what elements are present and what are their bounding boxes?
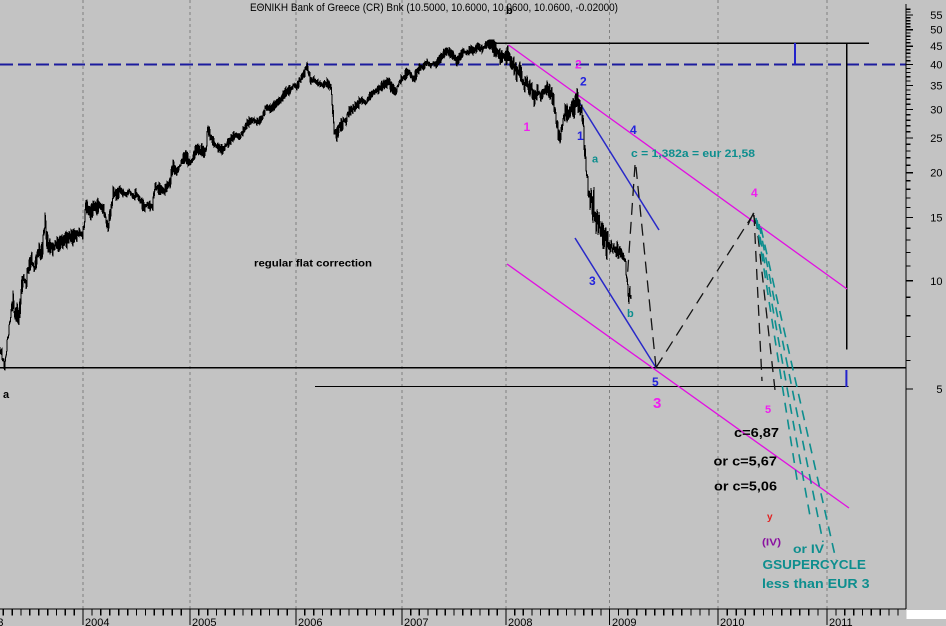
svg-text:2004: 2004 <box>85 617 109 626</box>
svg-text:GSUPERCYCLE: GSUPERCYCLE <box>763 557 867 572</box>
svg-text:or IV: or IV <box>793 542 824 556</box>
svg-text:30: 30 <box>930 104 942 116</box>
svg-text:4: 4 <box>751 186 758 200</box>
svg-text:20: 20 <box>930 168 942 180</box>
svg-text:40: 40 <box>930 60 942 72</box>
svg-text:2: 2 <box>575 58 582 72</box>
svg-text:or c=5,06: or c=5,06 <box>714 480 777 494</box>
svg-text:b: b <box>627 308 634 320</box>
svg-text:3: 3 <box>653 395 661 412</box>
svg-text:(IV): (IV) <box>762 537 781 549</box>
svg-text:10: 10 <box>930 276 942 288</box>
svg-text:45: 45 <box>930 41 942 53</box>
svg-text:50: 50 <box>930 25 942 37</box>
svg-text:1: 1 <box>524 120 531 134</box>
svg-text:2010: 2010 <box>720 617 744 626</box>
svg-text:2011: 2011 <box>829 617 853 626</box>
svg-text:a: a <box>3 389 10 401</box>
svg-text:regular flat correction: regular flat correction <box>254 258 372 270</box>
svg-text:c = 1,382a = eur 21,58: c = 1,382a = eur 21,58 <box>631 148 755 160</box>
svg-text:55: 55 <box>930 10 942 22</box>
svg-text:2009: 2009 <box>612 617 636 626</box>
svg-text:5: 5 <box>765 404 771 416</box>
svg-text:EΘNIKH Bank of Greece (CR) Bnk: EΘNIKH Bank of Greece (CR) Bnk (10.5000,… <box>250 2 618 14</box>
svg-text:2: 2 <box>580 75 587 89</box>
svg-text:4: 4 <box>630 123 637 137</box>
svg-text:b: b <box>506 5 513 17</box>
svg-text:2003: 2003 <box>0 617 3 626</box>
svg-text:2007: 2007 <box>404 617 428 626</box>
svg-text:2005: 2005 <box>192 617 216 626</box>
svg-text:5: 5 <box>936 384 942 396</box>
svg-text:5: 5 <box>652 375 659 389</box>
svg-text:less than EUR 3: less than EUR 3 <box>762 576 870 591</box>
svg-text:or c=5,67: or c=5,67 <box>714 455 778 469</box>
svg-text:y: y <box>767 512 773 523</box>
svg-text:1: 1 <box>577 129 584 143</box>
svg-text:c=6,87: c=6,87 <box>734 426 779 440</box>
svg-text:15: 15 <box>930 213 942 225</box>
svg-text:a: a <box>592 154 599 166</box>
svg-text:25: 25 <box>930 133 942 145</box>
svg-text:2008: 2008 <box>508 617 532 626</box>
svg-text:35: 35 <box>930 80 942 92</box>
svg-text:2006: 2006 <box>298 617 322 626</box>
svg-text:3: 3 <box>589 274 596 288</box>
